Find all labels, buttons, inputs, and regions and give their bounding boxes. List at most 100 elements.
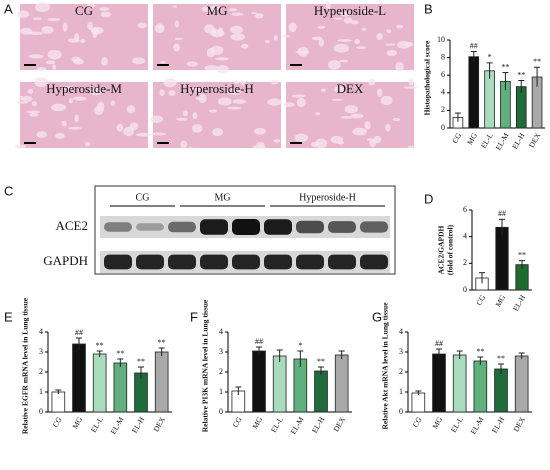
tissue-texture: [101, 57, 108, 66]
tissue-texture: [68, 126, 82, 130]
tissue-texture: [294, 133, 309, 142]
bar: [154, 351, 169, 413]
tissue-texture: [173, 43, 180, 52]
error-bar: [138, 366, 144, 379]
error-bar: [338, 350, 345, 359]
tissue-texture: [16, 10, 30, 18]
tissue-texture: [31, 101, 38, 107]
tissue-texture: [356, 46, 367, 49]
tissue-texture: [376, 88, 383, 97]
significance-label: **: [96, 341, 104, 350]
tissue-texture: [110, 100, 115, 107]
x-tick-label: EL-L: [89, 415, 105, 434]
tissue-texture: [176, 117, 188, 121]
tissue-texture: [227, 106, 242, 110]
significance-label: ##: [470, 41, 478, 50]
error-bar: [276, 349, 283, 362]
tissue-texture: [218, 97, 232, 106]
tissue-texture: [87, 21, 93, 30]
x-tick-label: EL-L: [479, 131, 495, 150]
tissue-texture: [325, 1, 331, 10]
tissue-texture: [337, 141, 344, 145]
tissue-texture: [333, 17, 343, 20]
blot-group-label: Hyperoside-H: [299, 192, 356, 203]
y-tick-label: 10: [437, 35, 445, 44]
histology-label: DEX: [337, 81, 364, 96]
tissue-texture: [87, 3, 95, 9]
significance-label: **: [501, 62, 509, 71]
tissue-texture: [340, 12, 351, 17]
y-tick-label: 8: [441, 52, 445, 61]
error-bar: [470, 50, 477, 62]
tissue-texture: [160, 60, 166, 64]
x-tick-label: EL-L: [269, 415, 285, 434]
tissue-texture: [29, 112, 39, 117]
y-tick-label: 0: [399, 407, 403, 416]
tissue-texture: [315, 138, 328, 149]
significance-label: **: [497, 354, 505, 363]
bar: [72, 343, 86, 413]
tissue-texture: [132, 57, 146, 65]
tissue-texture: [100, 11, 112, 18]
error-bar: [256, 346, 262, 355]
significance-label: ##: [435, 339, 443, 348]
tissue-texture: [331, 98, 343, 101]
tissue-texture: [386, 29, 392, 34]
tissue-texture: [318, 38, 325, 47]
tissue-texture: [186, 61, 198, 67]
tissue-texture: [344, 105, 359, 114]
tissue-texture: [288, 22, 297, 33]
y-tick-label: 2: [463, 258, 467, 267]
x-tick-label: DEX: [151, 415, 167, 433]
x-tick-label: EL-H: [130, 415, 147, 435]
blot-band: [296, 220, 324, 234]
histology-image: [286, 4, 414, 70]
tissue-texture: [240, 80, 246, 86]
y-axis-label: (fold of control): [446, 224, 455, 275]
error-bar: [235, 386, 242, 395]
tissue-texture: [364, 121, 371, 130]
panel-letter: B: [424, 1, 433, 16]
y-axis-label: Relative Akt mRNA level in Lung tissue: [381, 302, 390, 430]
blot-band: [328, 254, 356, 270]
error-bar: [158, 347, 165, 356]
blot-band: [232, 219, 260, 235]
tissue-texture: [93, 106, 104, 115]
tissue-texture: [72, 96, 87, 101]
tissue-texture: [195, 96, 203, 101]
tissue-texture: [72, 58, 84, 65]
tissue-texture: [283, 102, 295, 108]
y-tick-label: 2: [399, 367, 403, 376]
tissue-texture: [174, 37, 183, 40]
tissue-texture: [408, 78, 414, 86]
error-bar: [519, 260, 525, 269]
tissue-texture: [137, 22, 147, 29]
tissue-texture: [51, 103, 67, 112]
blot-band: [168, 254, 196, 270]
y-tick-label: 4: [219, 327, 223, 336]
significance-label: **: [518, 250, 526, 259]
tissue-texture: [264, 39, 270, 44]
y-tick-label: 6: [441, 70, 445, 79]
x-tick-label: EL-L: [449, 415, 465, 434]
tissue-texture: [180, 140, 188, 149]
blot-group-label: CG: [136, 192, 150, 203]
tissue-texture: [311, 36, 323, 41]
y-tick-label: 4: [441, 88, 445, 97]
blot-band: [328, 221, 356, 233]
tissue-texture: [68, 97, 73, 104]
tissue-texture: [36, 131, 48, 138]
tissue-texture: [27, 89, 34, 94]
tissue-texture: [80, 39, 86, 43]
y-axis-label: Relative PI3K mRNA level in Lung tissue: [201, 299, 210, 432]
error-bar: [55, 389, 62, 394]
error-bar: [318, 366, 324, 375]
tissue-texture: [198, 93, 207, 104]
tissue-texture: [212, 127, 224, 137]
bar: [92, 353, 107, 413]
error-bar: [477, 356, 484, 365]
tissue-texture: [159, 89, 165, 97]
tissue-texture: [136, 132, 152, 137]
panel-letter: A: [4, 1, 13, 16]
